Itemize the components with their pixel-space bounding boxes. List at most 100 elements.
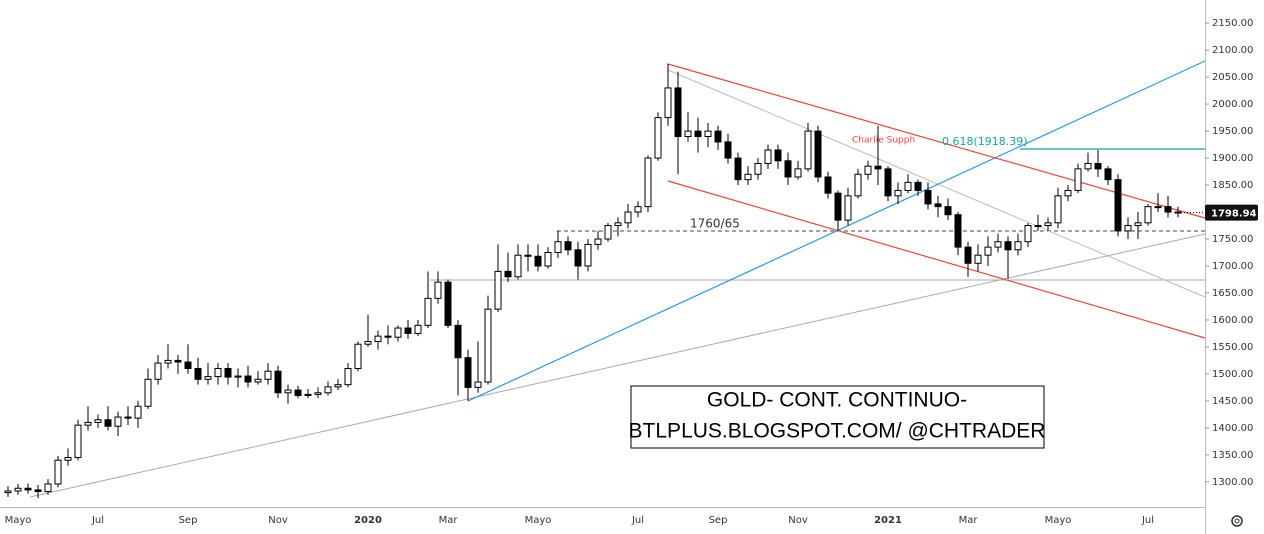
candle-body [734,157,742,181]
candle-body [514,254,522,278]
candle-body [1064,189,1072,197]
y-tick-label: 2000.00 [1212,99,1253,110]
x-tick-label: Jul [91,515,104,526]
candle-body [544,252,552,267]
text-box-line: BTLPLUS.BLOGSPOT.COM/ @CHTRADER [629,420,1046,443]
candle-body [1134,222,1142,227]
x-tick-label: Mar [439,515,459,526]
candle-body [24,487,32,491]
candle-body [474,381,482,388]
last-price-tag [1205,204,1258,221]
y-tick-label: 1750.00 [1212,234,1253,245]
y-tick-label: 1700.00 [1212,261,1253,272]
candle-body [894,189,902,197]
last-price-label: 1798.94 [1211,209,1257,220]
candle-body [154,362,162,380]
candle-body [584,243,592,267]
candle-body [134,405,142,419]
candle-body [494,270,502,310]
candle-body [924,189,932,205]
trend-line [667,69,1206,298]
candle-body [434,281,442,299]
candle-body [824,176,832,194]
settings-icon[interactable] [1231,515,1243,527]
candle-body [1044,222,1052,227]
x-tick-label: 2020 [354,515,382,526]
candle-body [974,254,982,264]
candle-body [374,335,382,343]
candle-body [444,281,452,326]
candle-body [944,206,952,216]
y-tick-label: 1450.00 [1212,396,1253,407]
gear-hub[interactable] [1234,518,1240,524]
candle-body [1034,225,1042,228]
candle-body [834,192,842,221]
candle-body [844,195,852,221]
gear[interactable] [1231,515,1243,527]
candle-body [784,160,792,178]
candle-body [794,168,802,178]
candle-body [294,389,302,396]
candle-body [754,162,762,175]
y-tick-label: 1900.00 [1212,153,1253,164]
candle-body [264,370,272,380]
y-tick-label: 1500.00 [1212,369,1253,380]
candle-body [814,130,822,178]
candle-body [724,141,732,159]
candle-body [524,254,532,257]
candle-body [1014,241,1022,251]
candle-body [314,392,322,395]
candle-body [164,359,172,364]
candle-body [174,359,182,363]
y-tick-label: 2150.00 [1212,18,1253,29]
candle-body [534,255,542,267]
candle-body [964,246,972,264]
candle-body [254,378,262,383]
candle-body [554,241,562,253]
annotation: 0.618(1918.39) [942,135,1028,148]
candle-body [984,246,992,256]
candle-body [274,370,282,394]
trend-line [467,60,1206,402]
y-tick-label: 1950.00 [1212,126,1253,137]
candle-body [404,327,412,334]
candle-body [1054,195,1062,224]
x-tick-label: Mayo [525,515,552,526]
candle-body [884,168,892,197]
y-tick-label: 2050.00 [1212,72,1253,83]
candle-body [194,367,202,380]
y-tick-label: 1550.00 [1212,342,1253,353]
candle-body [994,241,1002,248]
trend-line [29,233,1206,498]
candle-body [874,165,882,170]
candle-body [74,424,82,459]
candle-body [324,386,332,394]
candle-body [214,367,222,378]
candle-body [64,457,72,461]
candle-body [84,421,92,426]
candle-body [914,181,922,191]
candle-body [124,416,132,419]
candle-body [744,173,752,181]
x-tick-label: Nov [268,515,288,526]
candle-body [934,203,942,208]
candle-body [144,378,152,407]
candle-body [764,149,772,164]
x-tick-label: Sep [709,515,728,526]
candle-body [1094,162,1102,170]
y-tick-label: 1400.00 [1212,423,1253,434]
candle-body [94,419,102,423]
y-tick-label: 1850.00 [1212,180,1253,191]
x-tick-label: Mayo [5,515,32,526]
candle-body [1144,206,1152,224]
y-tick-label: 2100.00 [1212,45,1253,56]
candle-body [1164,206,1172,213]
candle-body [44,483,52,493]
candle-body [1124,225,1132,232]
candle-body [804,130,812,170]
candle-body [564,241,572,251]
text-box [630,385,1045,449]
candle-body [1024,225,1032,243]
